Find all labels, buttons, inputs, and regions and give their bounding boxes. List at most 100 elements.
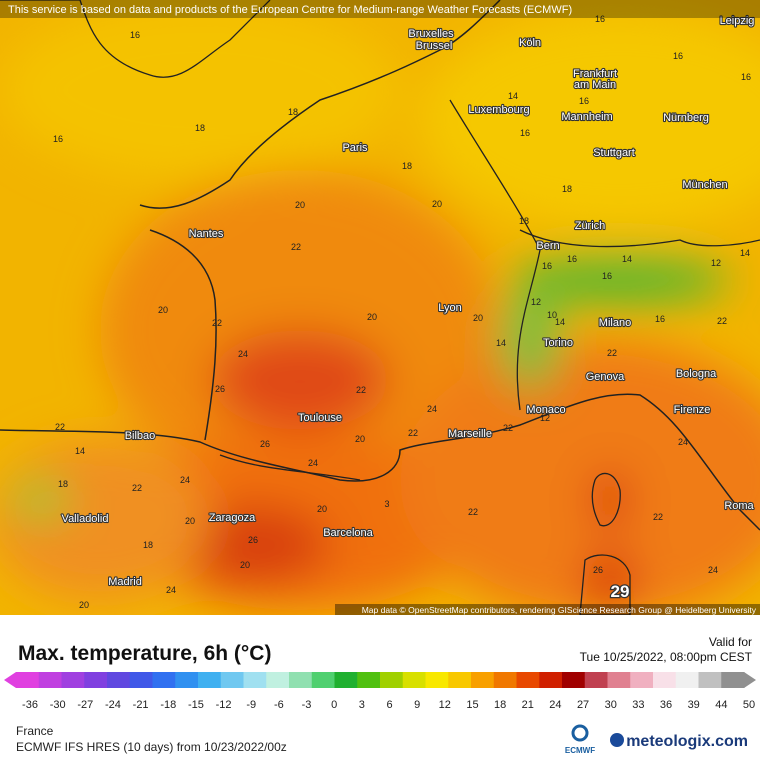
legend-swatch (16, 672, 40, 688)
temperature-value: 24 (166, 585, 176, 595)
temperature-value: 18 (288, 107, 298, 117)
temperature-value: 18 (519, 216, 529, 226)
attribution-bg (335, 604, 760, 615)
legend-swatch (84, 672, 108, 688)
legend-swatch (220, 672, 244, 688)
city-label: Barcelona (323, 527, 373, 539)
temperature-value: 12 (531, 297, 541, 307)
city-label: Torino (543, 337, 573, 349)
temperature-value: 16 (542, 261, 552, 271)
city-label: Nürnberg (663, 112, 709, 124)
temperature-value: 22 (607, 348, 617, 358)
city-label: Firenze (674, 404, 711, 416)
temperature-value: 22 (503, 423, 513, 433)
valid-time: Tue 10/25/2022, 08:00pm CEST (580, 650, 753, 664)
ecmwf-logo: ECMWF (565, 746, 595, 755)
legend-arrow-right (744, 672, 756, 688)
temperature-value: 16 (595, 14, 605, 24)
city-label: Bruxelles (408, 28, 454, 40)
legend-swatch (198, 672, 222, 688)
temperature-value: 22 (468, 507, 478, 517)
legend-tick-label: 44 (715, 699, 727, 711)
legend-swatch (311, 672, 335, 688)
temperature-value: 14 (508, 91, 518, 101)
ecmwf-icon (571, 724, 589, 742)
temperature-value: 16 (673, 51, 683, 61)
temperature-value: 16 (655, 314, 665, 324)
temperature-value: 20 (158, 305, 168, 315)
temperature-value: 24 (238, 349, 248, 359)
temperature-value: 12 (711, 258, 721, 268)
temperature-value: 14 (555, 317, 565, 327)
temperature-value: 14 (75, 446, 85, 456)
legend-swatch (539, 672, 563, 688)
legend-swatch (175, 672, 199, 688)
temperature-value: 24 (708, 565, 718, 575)
legend-tick-label: 30 (605, 699, 617, 711)
legend-tick-label: 21 (522, 699, 534, 711)
legend-swatch (630, 672, 654, 688)
temperature-value: 22 (291, 242, 301, 252)
brand-icon (610, 733, 624, 747)
legend-tick-label: 0 (331, 699, 337, 711)
legend-swatch (471, 672, 495, 688)
legend-tick-label: 12 (439, 699, 451, 711)
legend-swatch (584, 672, 608, 688)
legend-swatch (653, 672, 677, 688)
temperature-value: 16 (602, 271, 612, 281)
city-label: Valladolid (62, 513, 109, 525)
temperature-value: 20 (367, 312, 377, 322)
legend-swatch (266, 672, 290, 688)
legend-tick-label: 27 (577, 699, 589, 711)
temperature-value: 14 (496, 338, 506, 348)
legend-swatch (402, 672, 426, 688)
city-label: Mannheim (561, 111, 612, 123)
banner: This service is based on data and produc… (8, 4, 572, 16)
temperature-value: 24 (678, 437, 688, 447)
legend-swatch (289, 672, 313, 688)
temperature-value: 10 (547, 310, 557, 320)
temperature-value: 24 (427, 404, 437, 414)
legend-tick-label: -15 (188, 699, 204, 711)
legend-tick-label: 6 (386, 699, 392, 711)
legend-tick-label: -3 (302, 699, 312, 711)
legend-swatch (152, 672, 176, 688)
legend-tick-label: -6 (274, 699, 284, 711)
city-label: Frankfurt (573, 68, 617, 80)
valid-label: Valid for (709, 635, 752, 649)
temperature-value: 20 (240, 560, 250, 570)
legend-swatch (675, 672, 699, 688)
temperature-value: 26 (260, 439, 270, 449)
region: France (16, 724, 54, 738)
legend-tick-label: -21 (133, 699, 149, 711)
legend-tick-label: -30 (50, 699, 66, 711)
legend-swatch (516, 672, 540, 688)
legend-tick-label: 39 (688, 699, 700, 711)
temperature-value: 16 (579, 96, 589, 106)
temperature-value: 24 (180, 475, 190, 485)
legend-swatch (107, 672, 131, 688)
legend-swatch (721, 672, 745, 688)
model-run: ECMWF IFS HRES (10 days) from 10/23/2022… (16, 740, 287, 754)
city-label: Bilbao (125, 430, 156, 442)
temperature-value: 22 (132, 483, 142, 493)
legend-swatch (38, 672, 62, 688)
legend-swatch (448, 672, 472, 688)
city-label: Toulouse (298, 412, 342, 424)
max-value: 29 (611, 582, 630, 601)
temperature-value: 20 (432, 199, 442, 209)
temperature-value: 20 (473, 313, 483, 323)
legend-tick-label: 18 (494, 699, 506, 711)
temperature-value: 22 (356, 385, 366, 395)
temperature-value: 18 (402, 161, 412, 171)
legend-swatch (61, 672, 85, 688)
temperature-value: 26 (248, 535, 258, 545)
temperature-value: 26 (215, 384, 225, 394)
temperature-value: 20 (295, 200, 305, 210)
city-label: Marseille (448, 428, 492, 440)
city-label: Milano (599, 317, 631, 329)
city-label: Genova (586, 371, 625, 383)
legend-tick-label: 50 (743, 699, 755, 711)
temperature-value: 20 (355, 434, 365, 444)
